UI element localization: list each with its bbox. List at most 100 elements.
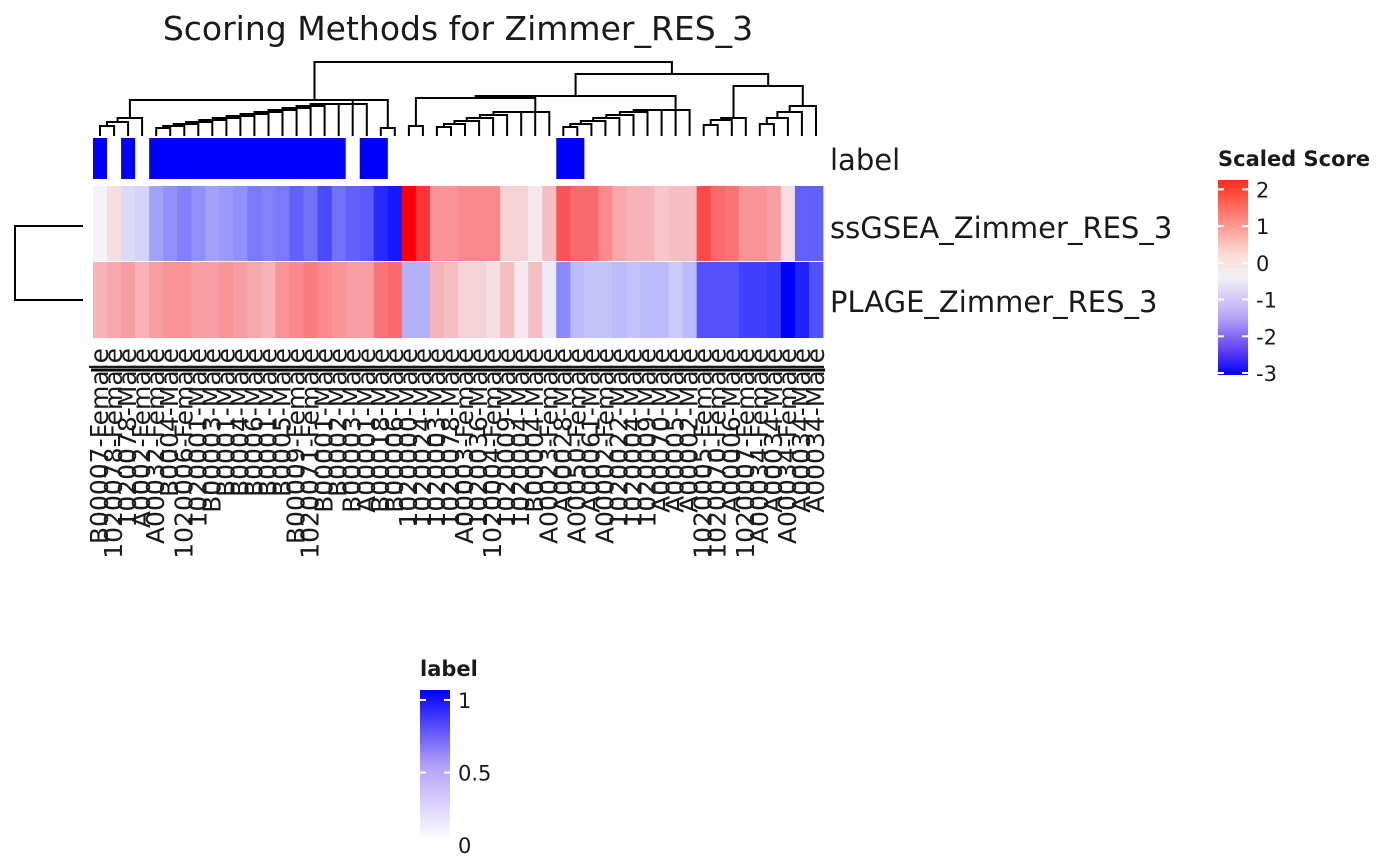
column-label: B00007-Female — [85, 348, 114, 544]
heatmap-cell — [373, 186, 389, 261]
heatmap-cell — [696, 186, 712, 261]
label-cell — [149, 138, 164, 179]
column-label: A00034-Male — [759, 348, 788, 513]
column-labels: B00007-Female1020078-Female1020078-MaleA… — [85, 348, 830, 559]
column-label: 1020007-Female — [731, 348, 760, 559]
label-cell — [528, 138, 543, 179]
column-label: A00034-Female — [773, 348, 802, 544]
label-cell — [317, 138, 333, 179]
label-cell — [121, 138, 136, 179]
heatmap-cell — [247, 262, 262, 338]
heatmap-cell — [584, 186, 599, 261]
row-dendrogram — [14, 225, 83, 301]
column-label: A00002-Female — [590, 348, 619, 544]
heatmap-cell — [93, 262, 108, 338]
column-label: A00034-Male — [787, 348, 816, 513]
heatmap-cell — [458, 186, 473, 261]
heatmap-cell — [317, 262, 333, 338]
label-cell — [93, 138, 108, 179]
label-cell — [415, 138, 431, 179]
heatmap-cell — [640, 186, 655, 261]
label-cell — [584, 138, 599, 179]
heatmap-cell — [514, 262, 529, 338]
heatmap-cell — [472, 186, 487, 261]
column-label: 1020036-Male — [464, 348, 493, 528]
label-cell — [724, 138, 740, 179]
column-label: A00006-Male — [717, 348, 746, 513]
label-cell — [458, 138, 473, 179]
heatmap-cell — [808, 262, 824, 338]
heatmap-cell — [205, 186, 220, 261]
column-label: A00034-Male — [801, 348, 830, 513]
label-cell — [640, 138, 655, 179]
column-label: 1020000-Male — [394, 348, 423, 528]
scaled-score-tick: -2 — [1256, 325, 1277, 349]
heatmap-cell — [752, 262, 768, 338]
heatmap-cell — [303, 186, 319, 261]
heatmap-cell — [668, 262, 684, 338]
column-label: 1020001-Male — [183, 348, 212, 528]
heatmap-cell — [738, 186, 754, 261]
label-legend: label 1 0.5 0 — [420, 657, 491, 858]
label-cell — [233, 138, 248, 179]
heatmap-cells — [93, 138, 824, 338]
column-label: B0004-Male — [155, 348, 184, 497]
column-label: A00001-Male — [352, 348, 381, 513]
label-cell — [275, 138, 290, 179]
heatmap-cell — [710, 186, 726, 261]
row-labels: label ssGSEA_Zimmer_RES_3 PLAGE_Zimmer_RES… — [830, 143, 1172, 319]
heatmap-cell — [261, 262, 276, 338]
heatmap-cell — [415, 262, 431, 338]
label-cell — [191, 138, 206, 179]
heatmap-cell — [205, 262, 220, 338]
label-cell — [345, 138, 361, 179]
heatmap-cell — [486, 186, 501, 261]
heatmap-cell — [289, 186, 304, 261]
heatmap-cell — [654, 186, 669, 261]
heatmap-cell — [289, 262, 304, 338]
heatmap-cell — [780, 186, 796, 261]
heatmap-cell — [261, 186, 276, 261]
column-label: 1020024-Male — [408, 348, 437, 528]
heatmap-cell — [331, 262, 347, 338]
scaled-score-tick: 0 — [1256, 252, 1269, 276]
column-label: B00004-Male — [520, 348, 549, 513]
label-cell — [598, 138, 613, 179]
column-label: 1020004-Male — [506, 348, 535, 528]
heatmap-cell — [219, 186, 234, 261]
heatmap-cell — [275, 262, 290, 338]
heatmap-cell — [612, 262, 627, 338]
heatmap-cell — [401, 186, 417, 261]
scaled-score-legend: Scaled Score 2 1 0 -1 -2 -3 — [1218, 147, 1370, 386]
heatmap-cell — [163, 186, 178, 261]
heatmap-cell — [121, 186, 136, 261]
heatmap-cell — [345, 262, 361, 338]
heatmap-cell — [387, 262, 403, 338]
column-label: A00005-Male — [661, 348, 690, 513]
heatmap-cell — [219, 262, 234, 338]
column-label: A00023-Female — [534, 348, 563, 544]
column-label: 1020009-Male — [633, 348, 662, 528]
label-cell — [373, 138, 389, 179]
column-label: A00061-Male — [576, 348, 605, 513]
label-cell — [542, 138, 557, 179]
heatmap-cell — [303, 262, 319, 338]
heatmap-cell — [401, 262, 417, 338]
heatmap-cell — [121, 262, 136, 338]
heatmap-cell — [359, 186, 375, 261]
label-cell — [359, 138, 375, 179]
column-label: B0001-Male — [254, 348, 283, 497]
heatmap-cell — [710, 262, 726, 338]
label-cell — [556, 138, 571, 179]
column-label: 1020005-Female — [689, 348, 718, 559]
label-cell — [696, 138, 712, 179]
heatmap-cell — [387, 186, 403, 261]
label-cell — [303, 138, 319, 179]
heatmap-cell — [598, 262, 613, 338]
label-cell — [654, 138, 669, 179]
heatmap-cell — [345, 186, 361, 261]
label-cell — [331, 138, 347, 179]
heatmap-cell — [331, 186, 347, 261]
heatmap-cell — [135, 262, 150, 338]
heatmap-cell — [682, 262, 698, 338]
